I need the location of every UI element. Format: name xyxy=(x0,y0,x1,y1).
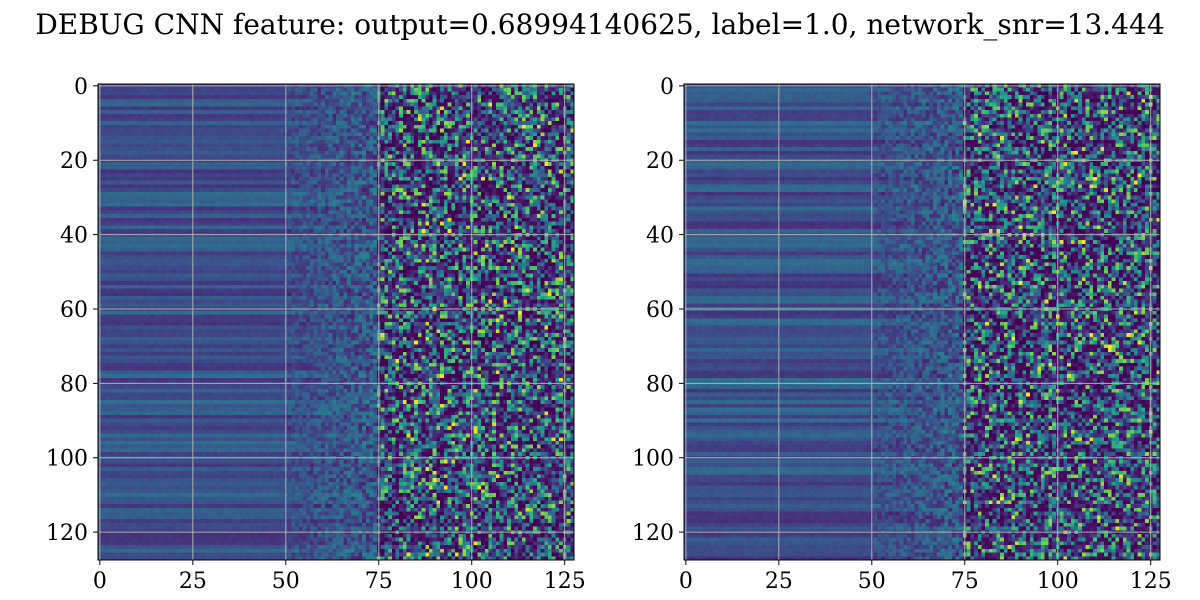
y-tick-label: 80 xyxy=(646,372,674,397)
y-tick-label: 40 xyxy=(60,224,88,249)
y-tick-label: 60 xyxy=(646,298,674,323)
x-tick-label: 75 xyxy=(951,569,979,594)
y-tick-label: 100 xyxy=(632,447,674,472)
x-tick-label: 25 xyxy=(179,569,207,594)
y-tick-label: 120 xyxy=(632,521,674,546)
heatmap-image xyxy=(684,84,1160,560)
x-tick-label: 50 xyxy=(858,569,886,594)
y-tick-label: 40 xyxy=(646,224,674,249)
x-tick-label: 50 xyxy=(272,569,300,594)
y-tick-label: 20 xyxy=(646,149,674,174)
heatmap-panel-left: 0 25 50 75 100 125 0 20 40 60 80 100 120 xyxy=(46,75,586,594)
figure-title: DEBUG CNN feature: output=0.68994140625,… xyxy=(35,8,1164,41)
axes-frame xyxy=(97,83,575,561)
heatmap-image xyxy=(98,84,574,560)
y-tick-label: 120 xyxy=(46,521,88,546)
x-tick-label: 125 xyxy=(1130,569,1172,594)
heatmap-panel-right: 0 25 50 75 100 125 0 20 40 60 80 100 120 xyxy=(632,75,1172,594)
x-tick-label: 25 xyxy=(765,569,793,594)
y-tick-label: 60 xyxy=(60,298,88,323)
x-tick-label: 125 xyxy=(544,569,586,594)
y-tick-label: 80 xyxy=(60,372,88,397)
y-tick-label: 0 xyxy=(660,75,674,100)
x-tick-label: 75 xyxy=(365,569,393,594)
x-tick-label: 0 xyxy=(679,569,693,594)
y-tick-label: 0 xyxy=(74,75,88,100)
axes-frame xyxy=(683,83,1161,561)
y-tick-label: 100 xyxy=(46,447,88,472)
x-tick-label: 0 xyxy=(93,569,107,594)
x-tick-label: 100 xyxy=(1037,569,1079,594)
y-tick-label: 20 xyxy=(60,149,88,174)
x-tick-label: 100 xyxy=(451,569,493,594)
